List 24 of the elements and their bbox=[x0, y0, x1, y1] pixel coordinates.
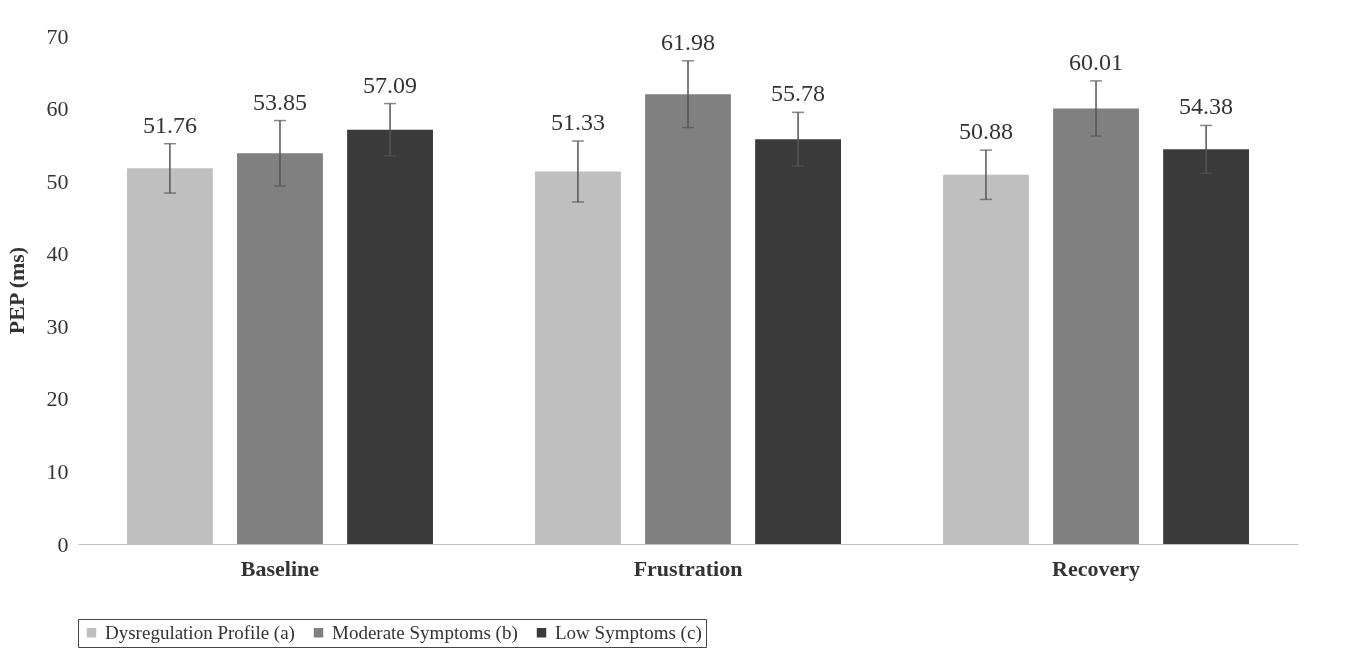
data-label: 50.88 bbox=[958, 118, 1013, 145]
y-tick-label: 50 bbox=[46, 168, 69, 194]
data-label: 51.33 bbox=[550, 109, 605, 136]
data-label: 60.01 bbox=[1069, 48, 1124, 75]
x-tick-label: Baseline bbox=[240, 555, 320, 581]
y-axis-title: PEP (ms) bbox=[3, 246, 29, 335]
y-tick-label: 60 bbox=[46, 96, 69, 122]
y-tick-label: 20 bbox=[46, 386, 69, 412]
data-label: 53.85 bbox=[252, 88, 307, 115]
data-label: 61.98 bbox=[661, 28, 715, 55]
legend-label: Moderate Symptoms (b) bbox=[332, 621, 518, 644]
x-tick-label: Frustration bbox=[633, 555, 743, 581]
legend-label: Dysregulation Profile (a) bbox=[105, 621, 295, 644]
y-tick-label: 0 bbox=[57, 531, 69, 557]
y-tick-label: 30 bbox=[46, 313, 69, 339]
y-tick-label: 40 bbox=[46, 241, 69, 267]
data-label: 57.09 bbox=[363, 71, 418, 98]
y-tick-label: 10 bbox=[46, 458, 69, 484]
data-label: 51.76 bbox=[142, 111, 197, 138]
legend-label: Low Symptoms (c) bbox=[555, 621, 702, 644]
y-tick-label: 70 bbox=[46, 23, 69, 49]
data-label: 55.78 bbox=[771, 80, 826, 107]
x-tick-label: Recovery bbox=[1052, 555, 1140, 581]
data-label: 54.38 bbox=[1179, 93, 1234, 120]
